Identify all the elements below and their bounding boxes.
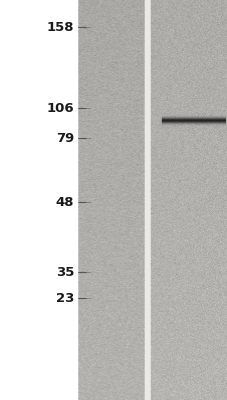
Text: 48: 48	[56, 196, 74, 208]
Text: 35: 35	[56, 266, 74, 278]
Text: 158: 158	[47, 21, 74, 34]
Text: 79: 79	[56, 132, 74, 144]
Text: 23: 23	[56, 292, 74, 304]
Text: 106: 106	[47, 102, 74, 114]
